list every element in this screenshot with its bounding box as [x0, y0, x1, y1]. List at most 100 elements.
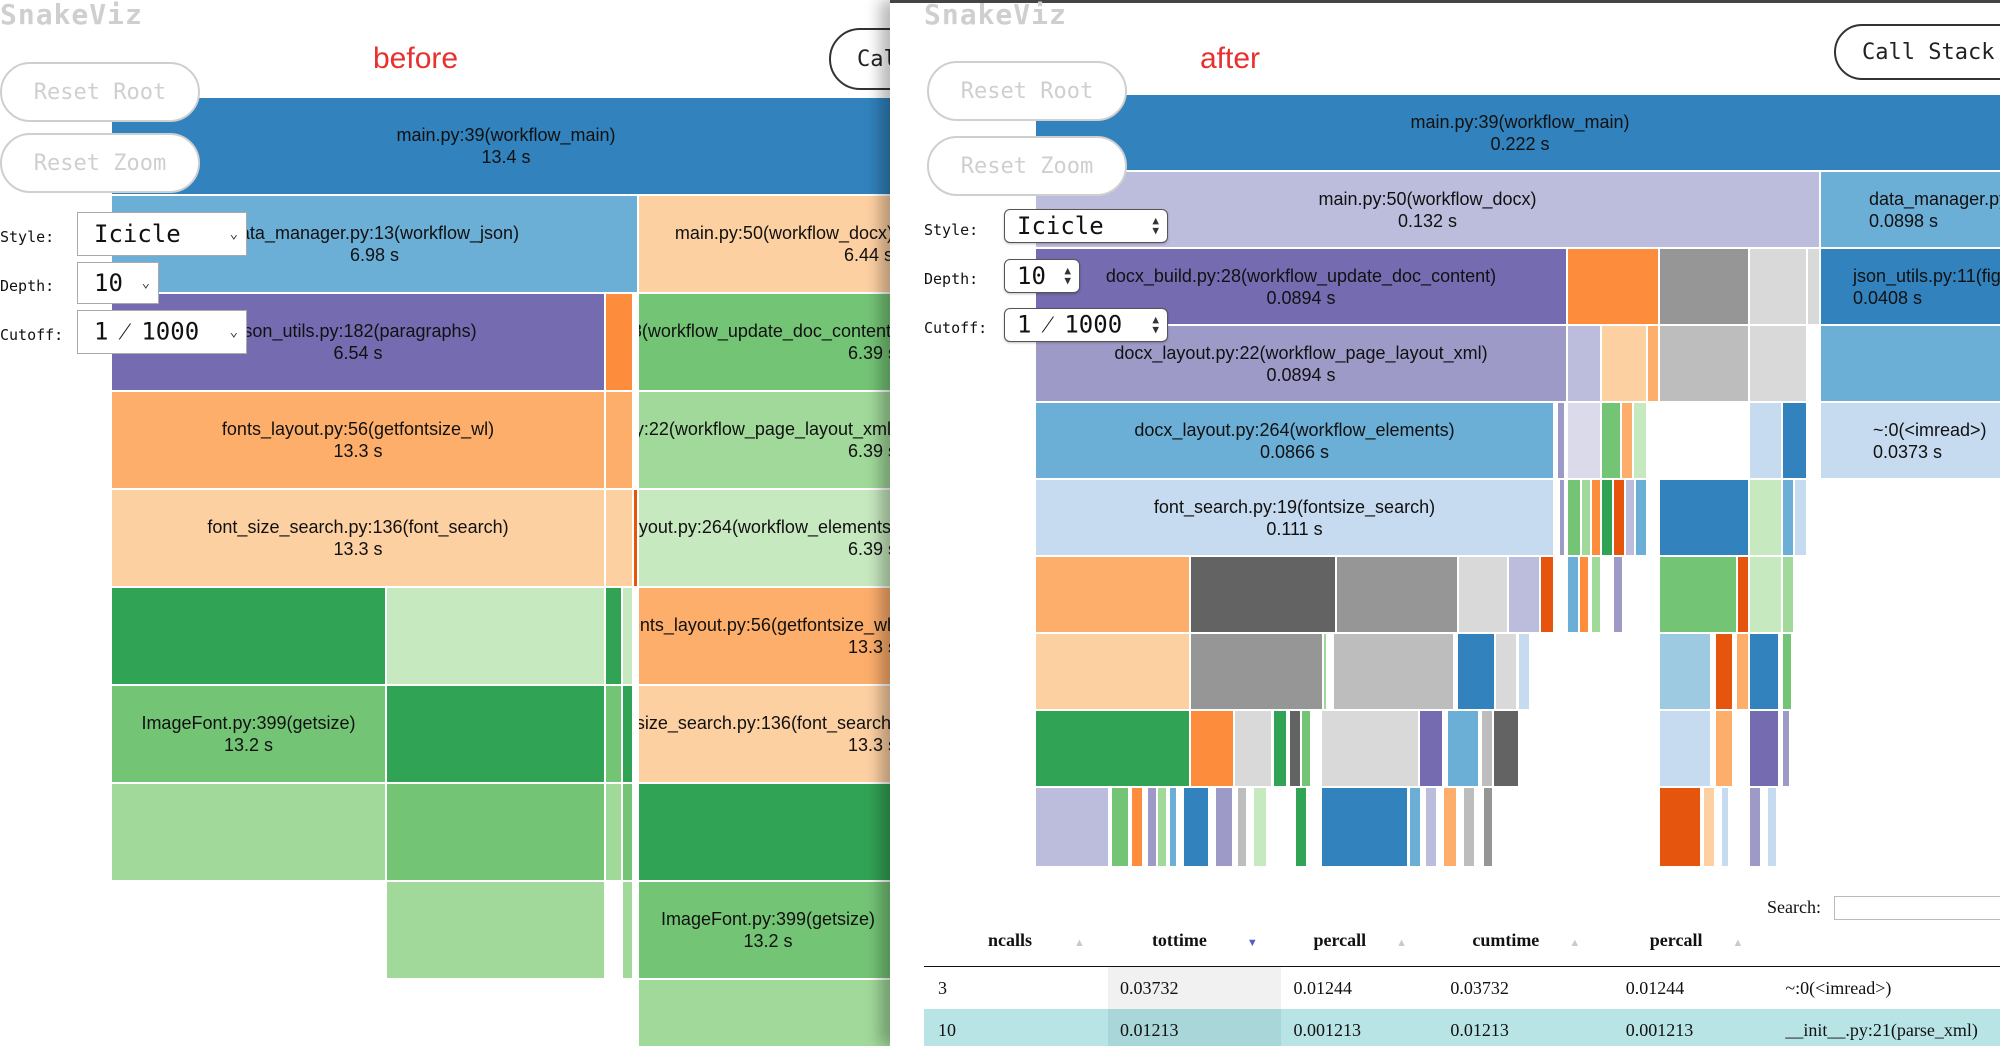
flame-node[interactable]	[1659, 633, 1711, 710]
flame-node[interactable]	[1321, 710, 1419, 787]
flame-node[interactable]	[622, 783, 633, 881]
flame-node[interactable]: docx_layout.py:22(workflow_page_layout_x…	[638, 391, 890, 489]
flame-node[interactable]	[605, 293, 633, 391]
flame-node[interactable]	[1035, 787, 1109, 867]
flame-node[interactable]	[1659, 325, 1749, 402]
flame-node[interactable]	[1659, 787, 1701, 867]
reset-zoom-button[interactable]: Reset Zoom	[0, 133, 200, 193]
flame-node[interactable]	[1481, 710, 1493, 787]
flame-node[interactable]	[1323, 633, 1327, 710]
flame-node[interactable]	[1419, 710, 1443, 787]
reset-zoom-button[interactable]: Reset Zoom	[927, 136, 1127, 196]
flame-node[interactable]	[638, 979, 890, 1046]
reset-root-button[interactable]: Reset Root	[927, 61, 1127, 121]
flame-node[interactable]	[1601, 325, 1647, 402]
flame-node[interactable]	[1443, 787, 1457, 867]
flame-node[interactable]: data_manager.py:13(workflow_json)0.0898 …	[1820, 171, 2000, 248]
flame-node[interactable]	[1782, 479, 1794, 556]
flame-node[interactable]	[1601, 402, 1621, 479]
flame-node[interactable]	[1749, 787, 1761, 867]
flame-node[interactable]	[1635, 479, 1647, 556]
flame-node[interactable]	[1559, 479, 1565, 556]
flame-node[interactable]	[1190, 633, 1323, 710]
flame-node[interactable]	[386, 587, 605, 685]
flame-node[interactable]	[1540, 556, 1554, 633]
cutoff-select[interactable]: 1 ⁄ 1000 ⌄	[77, 310, 247, 354]
flame-node[interactable]	[633, 489, 638, 587]
flame-node[interactable]	[1737, 556, 1749, 633]
column-header-cumtime[interactable]: cumtime ▲	[1438, 914, 1614, 967]
flame-node[interactable]	[1483, 787, 1493, 867]
flame-node[interactable]	[1463, 787, 1475, 867]
flame-node[interactable]	[1749, 248, 1807, 325]
flame-node[interactable]	[1458, 556, 1508, 633]
flame-node[interactable]	[1736, 633, 1749, 710]
flame-node[interactable]	[1794, 479, 1807, 556]
column-header-percall-2[interactable]: percall ▲	[1613, 914, 1774, 967]
flame-node[interactable]	[1613, 556, 1623, 633]
flame-node[interactable]: font_search.py:19(fontsize_search) 0.111 …	[1035, 479, 1554, 556]
flame-node[interactable]	[1579, 556, 1589, 633]
flame-node[interactable]	[1567, 402, 1601, 479]
flame-node[interactable]	[1647, 325, 1659, 402]
flame-node[interactable]: ~:0(<imread>) 0.0373 s	[1820, 402, 2000, 479]
flame-node[interactable]	[1581, 479, 1591, 556]
flame-node[interactable]	[638, 783, 890, 881]
flame-node[interactable]	[1633, 402, 1647, 479]
flame-node[interactable]	[1659, 248, 1749, 325]
flame-node[interactable]	[1147, 787, 1157, 867]
column-header-tottime[interactable]: tottime ▼	[1107, 914, 1282, 967]
flame-node[interactable]: fonts_layout.py:56(getfontsize_wl)13.3 s	[111, 391, 605, 489]
flame-node[interactable]	[1234, 710, 1272, 787]
flame-node[interactable]: main.py:50(workflow_docx) 6.44 s	[638, 195, 890, 293]
flame-node[interactable]	[1807, 248, 1820, 325]
flame-node[interactable]	[1273, 710, 1287, 787]
flame-node[interactable]	[1591, 479, 1601, 556]
flame-node[interactable]	[1190, 710, 1234, 787]
column-header-percall[interactable]: percall ▲	[1281, 914, 1439, 967]
flame-node[interactable]	[1321, 787, 1408, 867]
flame-node[interactable]: ImageFont.py:399(getsize) 13.2 s	[638, 881, 890, 979]
flame-node[interactable]	[1782, 556, 1794, 633]
flame-node[interactable]	[605, 685, 622, 783]
style-select[interactable]: Icicle ⌄	[77, 212, 247, 256]
flame-node[interactable]	[1659, 710, 1711, 787]
flame-node[interactable]	[1409, 787, 1421, 867]
flame-node[interactable]	[1157, 787, 1167, 867]
flame-node[interactable]: docx_layout.py:264(workflow_elements) 0.0…	[1035, 402, 1554, 479]
flame-node[interactable]	[1169, 787, 1177, 867]
flame-node[interactable]	[1457, 633, 1495, 710]
flame-node[interactable]	[1295, 787, 1307, 867]
flame-node[interactable]: ImageFont.py:399(getsize) 13.2 s	[111, 685, 386, 783]
flame-node[interactable]: main.py:39(workflow_main) 13.4 s	[111, 97, 890, 195]
flame-node[interactable]	[1301, 710, 1311, 787]
flame-node[interactable]	[605, 783, 622, 881]
flame-node[interactable]	[1621, 402, 1633, 479]
flame-node[interactable]	[1567, 248, 1659, 325]
depth-select[interactable]: 10 ▲ ▼	[1004, 259, 1080, 293]
flame-node[interactable]	[605, 489, 633, 587]
reset-root-button[interactable]: Reset Root	[0, 62, 200, 122]
flame-node[interactable]	[1557, 402, 1565, 479]
flame-node[interactable]: font_size_search.py:136(font_search)13.3…	[638, 685, 890, 783]
flame-node[interactable]	[1749, 479, 1782, 556]
table-row[interactable]: 10 0.01213 0.001213 0.01213 0.001213 __i…	[924, 1009, 2000, 1046]
flame-node[interactable]	[1601, 479, 1613, 556]
flame-node[interactable]	[1782, 633, 1792, 710]
flame-node[interactable]	[622, 685, 633, 783]
flame-node[interactable]	[1518, 633, 1530, 710]
flame-node[interactable]: data_manager.py:13(workflow_json) 6.98 s	[111, 195, 638, 293]
table-row[interactable]: 3 0.03732 0.01244 0.03732 0.01244 ~:0(<i…	[924, 966, 2000, 1009]
flame-node[interactable]	[1508, 556, 1540, 633]
cutoff-select[interactable]: 1 ⁄ 1000 ▲ ▼	[1004, 308, 1168, 342]
flame-node[interactable]	[1447, 710, 1479, 787]
flame-node[interactable]	[386, 881, 605, 979]
flame-node[interactable]	[1749, 556, 1782, 633]
flame-node[interactable]	[1625, 479, 1635, 556]
flame-node[interactable]	[1767, 787, 1777, 867]
flame-node[interactable]	[1035, 710, 1190, 787]
flame-node[interactable]	[1715, 710, 1733, 787]
flame-node[interactable]	[1333, 633, 1454, 710]
flame-node[interactable]: docx_build.py:28(workflow_update_doc_con…	[638, 293, 890, 391]
flame-node[interactable]	[1495, 633, 1517, 710]
